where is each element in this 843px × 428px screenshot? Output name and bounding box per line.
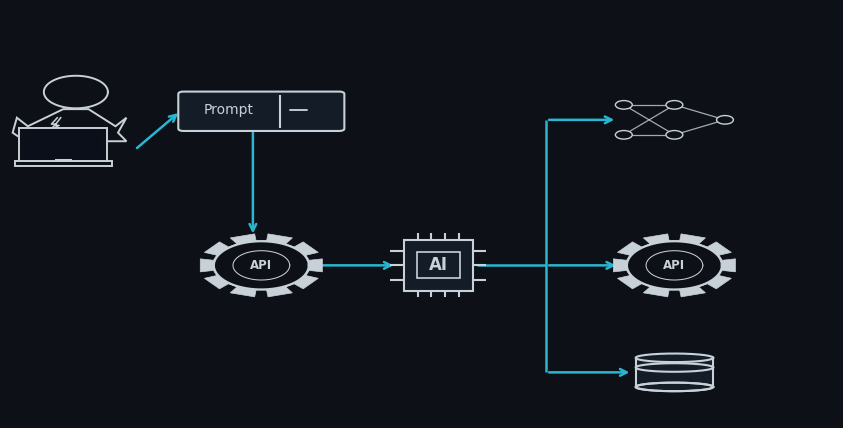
- Text: Prompt: Prompt: [203, 104, 254, 117]
- Polygon shape: [627, 241, 722, 289]
- Text: API: API: [250, 259, 272, 272]
- FancyBboxPatch shape: [25, 131, 102, 158]
- Circle shape: [717, 116, 733, 124]
- Polygon shape: [234, 251, 289, 279]
- FancyBboxPatch shape: [636, 358, 713, 387]
- Polygon shape: [214, 241, 309, 289]
- Polygon shape: [614, 234, 735, 297]
- Circle shape: [666, 101, 683, 109]
- Text: API: API: [663, 259, 685, 272]
- Polygon shape: [636, 363, 713, 372]
- FancyBboxPatch shape: [179, 92, 344, 131]
- FancyBboxPatch shape: [15, 160, 111, 166]
- Polygon shape: [636, 354, 713, 362]
- Polygon shape: [44, 76, 108, 108]
- Circle shape: [666, 131, 683, 139]
- Circle shape: [615, 101, 632, 109]
- Polygon shape: [636, 383, 713, 391]
- FancyBboxPatch shape: [55, 159, 72, 162]
- Polygon shape: [647, 251, 702, 279]
- FancyBboxPatch shape: [19, 128, 108, 160]
- FancyBboxPatch shape: [417, 252, 459, 279]
- Polygon shape: [13, 109, 126, 141]
- Polygon shape: [201, 234, 322, 297]
- Circle shape: [615, 131, 632, 139]
- Text: AI: AI: [429, 256, 448, 274]
- FancyBboxPatch shape: [404, 240, 473, 291]
